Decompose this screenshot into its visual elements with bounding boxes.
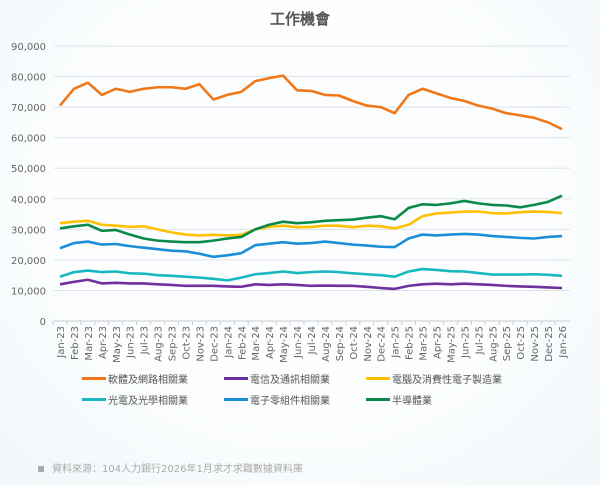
x-tick-label: Feb-24 bbox=[237, 326, 248, 360]
line-chart: 0 10,000 20,000 30,000 40,000 50,000 60,000 70,… bbox=[11, 42, 570, 363]
x-tick-label: Oct-25 bbox=[516, 326, 527, 360]
x-tick-label: Jan-23 bbox=[56, 326, 67, 359]
legend-item: 電腦及消費性電子製造業 bbox=[366, 371, 566, 386]
x-tick-label: Apr-24 bbox=[265, 326, 276, 359]
series-line bbox=[59, 194, 563, 244]
x-tick-label: Nov-23 bbox=[195, 326, 206, 362]
y-tick-label: 60,000 bbox=[11, 134, 46, 145]
x-tick-label: Apr-23 bbox=[98, 326, 109, 359]
legend-swatch bbox=[82, 398, 106, 401]
y-tick-label: 80,000 bbox=[11, 73, 46, 84]
x-tick-label: Jun-24 bbox=[293, 326, 304, 359]
x-tick-label: Dec-25 bbox=[544, 326, 555, 362]
x-tick-label: Jul-25 bbox=[474, 326, 485, 355]
legend-item: 電子零組件相關業 bbox=[224, 392, 366, 407]
x-tick-label: Mar-25 bbox=[419, 326, 430, 361]
x-tick-label: Mar-24 bbox=[251, 326, 262, 361]
legend-item: 光電及光學相關業 bbox=[82, 392, 224, 407]
legend-label: 電子零組件相關業 bbox=[250, 396, 330, 407]
series-line bbox=[59, 267, 563, 282]
y-tick-label: 10,000 bbox=[11, 286, 46, 297]
x-tick-label: Jan-25 bbox=[391, 326, 402, 359]
x-tick-label: Jan-26 bbox=[558, 326, 569, 359]
x-tick-label: May-24 bbox=[279, 326, 290, 363]
legend-label: 軟體及網路相關業 bbox=[108, 375, 188, 386]
legend-swatch bbox=[224, 398, 248, 401]
x-tick-label: Sep-24 bbox=[335, 326, 346, 361]
x-tick-label: Feb-25 bbox=[405, 326, 416, 360]
chart-title: 工作機會 bbox=[269, 10, 330, 28]
legend-label: 電信及通訊相關業 bbox=[250, 375, 330, 386]
legend-label: 半導體業 bbox=[392, 396, 432, 407]
legend-item: 半導體業 bbox=[366, 392, 566, 407]
x-tick-label: May-25 bbox=[446, 326, 457, 363]
x-tick-label: Apr-25 bbox=[433, 326, 444, 359]
x-tick-label: Jul-24 bbox=[307, 326, 318, 355]
legend-swatch bbox=[366, 398, 390, 401]
legend-swatch bbox=[366, 377, 390, 380]
x-tick-label: May-23 bbox=[112, 326, 123, 363]
y-tick-label: 50,000 bbox=[11, 164, 46, 175]
y-tick-label: 70,000 bbox=[11, 103, 46, 114]
y-tick-label: 30,000 bbox=[11, 225, 46, 236]
x-tick-label: Nov-25 bbox=[530, 326, 541, 362]
x-tick-label: Aug-25 bbox=[488, 326, 499, 362]
legend: 軟體及網路相關業 電信及通訊相關業 電腦及消費性電子製造業光電及光學相關業 電子零組件… bbox=[82, 371, 562, 407]
x-tick-label: Mar-23 bbox=[84, 326, 95, 361]
legend-label: 電腦及消費性電子製造業 bbox=[392, 375, 502, 386]
series-line bbox=[58, 74, 563, 131]
legend-item: 軟體及網路相關業 bbox=[82, 371, 224, 386]
y-tick-label: 20,000 bbox=[11, 256, 46, 267]
x-tick-label: Dec-24 bbox=[377, 326, 388, 362]
series-line bbox=[59, 232, 563, 259]
x-tick-label: Jan-24 bbox=[223, 326, 234, 359]
x-tick-label: Jun-25 bbox=[460, 326, 471, 359]
legend-item: 電信及通訊相關業 bbox=[224, 371, 366, 386]
series-line bbox=[59, 278, 563, 291]
x-tick-label: Jul-23 bbox=[140, 326, 151, 355]
x-tick-label: Sep-23 bbox=[168, 326, 179, 361]
series-line bbox=[59, 210, 563, 237]
bullet-icon bbox=[38, 466, 44, 472]
source-note: 資料來源：104人力銀行2026年1月求才求職數據資料庫 bbox=[38, 460, 303, 475]
legend-swatch bbox=[82, 377, 106, 380]
x-tick-label: Aug-24 bbox=[321, 326, 332, 362]
legend-swatch bbox=[224, 377, 248, 380]
x-tick-label: Sep-25 bbox=[502, 326, 513, 361]
x-tick-label: Dec-23 bbox=[209, 326, 220, 362]
x-tick-label: Oct-24 bbox=[349, 326, 360, 360]
x-tick-label: Aug-23 bbox=[154, 326, 165, 362]
legend-label: 光電及光學相關業 bbox=[108, 396, 188, 407]
x-tick-label: Nov-24 bbox=[363, 326, 374, 362]
y-tick-label: 0 bbox=[40, 317, 46, 328]
y-tick-label: 40,000 bbox=[11, 195, 46, 206]
x-tick-label: Jun-23 bbox=[126, 326, 137, 359]
x-tick-label: Feb-23 bbox=[70, 326, 81, 360]
y-tick-label: 90,000 bbox=[11, 42, 46, 53]
source-text: 資料來源：104人力銀行2026年1月求才求職數據資料庫 bbox=[52, 464, 303, 475]
x-tick-label: Oct-23 bbox=[182, 326, 193, 360]
